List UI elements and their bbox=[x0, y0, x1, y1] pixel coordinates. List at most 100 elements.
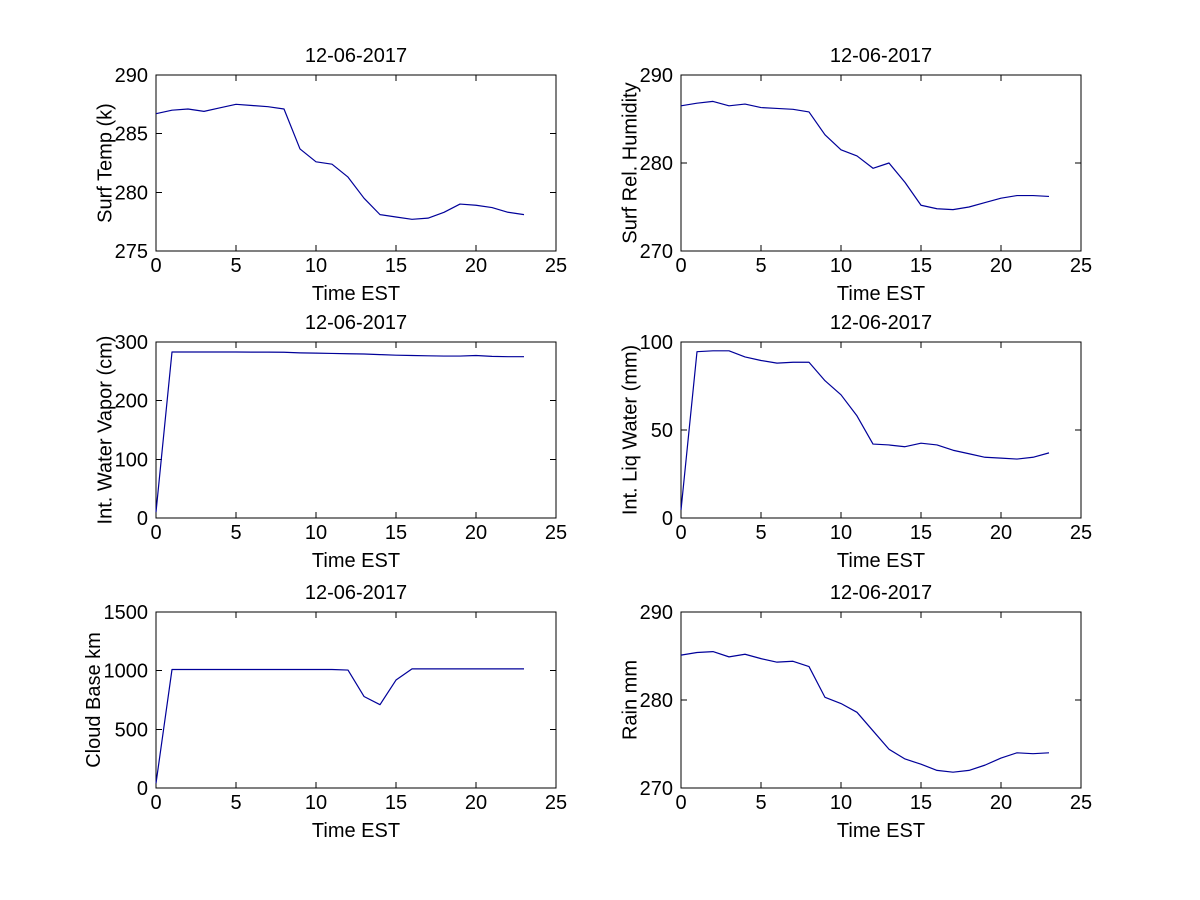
x-tick-label: 5 bbox=[755, 522, 766, 544]
axes-box bbox=[155, 611, 557, 789]
x-tick-label: 0 bbox=[150, 792, 161, 814]
x-tick-label: 20 bbox=[465, 255, 487, 277]
chart-title: 12-06-2017 bbox=[305, 582, 407, 604]
x-tick-label: 25 bbox=[545, 792, 567, 814]
x-tick-label: 20 bbox=[990, 522, 1012, 544]
cloud-base-chart: 0 5 10 15 20 25 0 500 1000 1500 12-06-2017 Time EST… bbox=[83, 582, 567, 842]
x-tick-label: 5 bbox=[755, 792, 766, 814]
x-tick-label: 15 bbox=[910, 255, 932, 277]
y-axis-label: Rain mm bbox=[619, 660, 641, 740]
x-tick-label: 20 bbox=[990, 792, 1012, 814]
axes-box bbox=[680, 341, 1082, 519]
x-tick-label: 0 bbox=[150, 522, 161, 544]
rel-humidity-chart: 0 5 10 15 20 25 270 280 290 12-06-2017 Time EST Sur… bbox=[619, 45, 1092, 305]
x-tick-label: 20 bbox=[465, 792, 487, 814]
y-tick-label: 300 bbox=[115, 332, 148, 354]
x-tick-label: 10 bbox=[830, 792, 852, 814]
subplot-rel-humidity: 0 5 10 15 20 25 270 280 290 12-06-2017 Time EST Sur… bbox=[585, 35, 1105, 307]
x-tick-label: 15 bbox=[910, 792, 932, 814]
y-tick-label: 200 bbox=[115, 391, 148, 413]
x-tick-label: 5 bbox=[755, 255, 766, 277]
x-tick-label: 0 bbox=[150, 255, 161, 277]
x-axis-label: Time EST bbox=[837, 550, 925, 572]
x-tick-label: 5 bbox=[230, 255, 241, 277]
axes-box bbox=[680, 74, 1082, 252]
x-tick-label: 5 bbox=[230, 522, 241, 544]
data-line bbox=[680, 350, 1050, 511]
y-tick-label: 290 bbox=[115, 65, 148, 87]
data-line bbox=[155, 668, 524, 784]
y-tick-label: 0 bbox=[662, 508, 673, 530]
x-axis-label: Time EST bbox=[312, 550, 400, 572]
y-tick-label: 290 bbox=[640, 65, 673, 87]
y-tick-label: 290 bbox=[640, 602, 673, 624]
y-axis-label: Cloud Base km bbox=[83, 632, 105, 768]
y-axis-label: Int. Liq Water (mm) bbox=[619, 345, 641, 515]
rain-chart: 0 5 10 15 20 25 270 280 290 12-06-2017 Time EST Rai… bbox=[619, 582, 1092, 842]
y-tick-label: 100 bbox=[115, 449, 148, 471]
axes-box bbox=[155, 341, 557, 519]
x-tick-label: 15 bbox=[385, 522, 407, 544]
x-axis-label: Time EST bbox=[312, 820, 400, 842]
x-tick-label: 25 bbox=[545, 255, 567, 277]
x-tick-label: 25 bbox=[1070, 522, 1092, 544]
subplot-water-vapor: 0 5 10 15 20 25 0 100 200 300 12-06-2017 Time EST In… bbox=[60, 302, 580, 574]
x-axis-label: Time EST bbox=[837, 820, 925, 842]
y-axis-label: Int. Water Vapor (cm) bbox=[94, 336, 116, 525]
data-line bbox=[680, 100, 1050, 211]
y-tick-label: 275 bbox=[115, 241, 148, 263]
x-tick-label: 15 bbox=[385, 792, 407, 814]
x-tick-label: 15 bbox=[385, 255, 407, 277]
x-tick-label: 0 bbox=[675, 792, 686, 814]
x-axis-label: Time EST bbox=[837, 283, 925, 305]
y-tick-label: 285 bbox=[115, 124, 148, 146]
y-tick-label: 1500 bbox=[104, 602, 149, 624]
x-tick-label: 10 bbox=[305, 792, 327, 814]
y-tick-label: 280 bbox=[640, 153, 673, 175]
x-tick-label: 20 bbox=[465, 522, 487, 544]
y-tick-label: 0 bbox=[137, 778, 148, 800]
subplot-cloud-base: 0 5 10 15 20 25 0 500 1000 1500 12-06-2017 Time EST… bbox=[60, 572, 580, 844]
x-tick-label: 5 bbox=[230, 792, 241, 814]
chart-title: 12-06-2017 bbox=[830, 312, 932, 334]
surf-temp-chart: 0 5 10 15 20 25 275 280 285 290 12-06-2017 Time EST… bbox=[94, 45, 567, 305]
x-tick-label: 20 bbox=[990, 255, 1012, 277]
x-tick-label: 10 bbox=[305, 522, 327, 544]
x-tick-label: 10 bbox=[305, 255, 327, 277]
x-tick-label: 15 bbox=[910, 522, 932, 544]
y-tick-label: 270 bbox=[640, 778, 673, 800]
subplot-liq-water: 0 5 10 15 20 25 0 50 100 12-06-2017 Time EST Int. L… bbox=[585, 302, 1105, 574]
x-tick-label: 0 bbox=[675, 522, 686, 544]
y-tick-label: 280 bbox=[640, 690, 673, 712]
y-tick-label: 50 bbox=[651, 420, 673, 442]
axes-box bbox=[680, 611, 1082, 789]
subplot-surf-temp: 0 5 10 15 20 25 275 280 285 290 12-06-2017 Time EST… bbox=[60, 35, 580, 307]
y-tick-label: 270 bbox=[640, 241, 673, 263]
axes-box bbox=[155, 74, 557, 252]
x-tick-label: 10 bbox=[830, 255, 852, 277]
chart-title: 12-06-2017 bbox=[830, 45, 932, 67]
x-tick-label: 25 bbox=[1070, 255, 1092, 277]
x-tick-label: 10 bbox=[830, 522, 852, 544]
y-axis-label: Surf Rel. Humidity bbox=[619, 82, 641, 243]
subplot-rain: 0 5 10 15 20 25 270 280 290 12-06-2017 Time EST Rai… bbox=[585, 572, 1105, 844]
data-line bbox=[680, 650, 1050, 773]
chart-title: 12-06-2017 bbox=[305, 312, 407, 334]
data-line bbox=[155, 103, 525, 220]
x-tick-label: 25 bbox=[545, 522, 567, 544]
chart-title: 12-06-2017 bbox=[830, 582, 932, 604]
liq-water-chart: 0 5 10 15 20 25 0 50 100 12-06-2017 Time EST Int. L… bbox=[619, 312, 1092, 572]
y-tick-label: 0 bbox=[137, 508, 148, 530]
chart-title: 12-06-2017 bbox=[305, 45, 407, 67]
x-tick-label: 0 bbox=[675, 255, 686, 277]
y-axis-label: Surf Temp (k) bbox=[94, 103, 116, 223]
water-vapor-chart: 0 5 10 15 20 25 0 100 200 300 12-06-2017 Time EST In… bbox=[94, 312, 567, 572]
x-tick-label: 25 bbox=[1070, 792, 1092, 814]
y-tick-label: 500 bbox=[115, 719, 148, 741]
x-axis-label: Time EST bbox=[312, 283, 400, 305]
y-tick-label: 100 bbox=[640, 332, 673, 354]
y-tick-label: 1000 bbox=[104, 661, 149, 683]
y-tick-label: 280 bbox=[115, 182, 148, 204]
data-line bbox=[155, 351, 524, 513]
